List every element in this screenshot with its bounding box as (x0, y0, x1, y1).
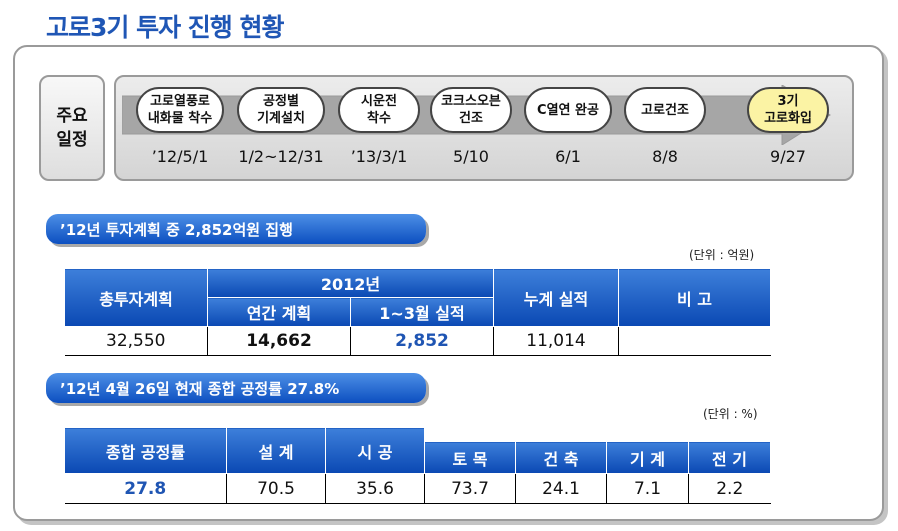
milestone-date-7: 9/27 (770, 147, 806, 166)
header-cumulative: 누계 실적 (493, 268, 620, 327)
cell-annual-plan: 14,662 (207, 326, 351, 356)
milestone-2: 공정별 기계설치 (237, 87, 325, 133)
milestone-date-5: 6/1 (555, 147, 581, 166)
cell-design: 70.5 (226, 473, 326, 504)
cell-construction: 35.6 (325, 473, 425, 504)
header-year: 2012년 (206, 268, 495, 298)
cell-cumulative: 11,014 (493, 326, 619, 356)
milestone-4: 코크스오븐 건조 (430, 87, 512, 133)
cell-total-plan: 32,550 (64, 326, 208, 356)
cell-civil: 73.7 (424, 473, 516, 504)
cell-remark (618, 326, 771, 356)
cell-overall: 27.8 (64, 473, 227, 504)
milestone-date-2: 1/2~12/31 (238, 147, 324, 166)
progress-heading: ’12년 4월 26일 현재 종합 공정률 27.8% (46, 373, 426, 403)
cell-building: 24.1 (515, 473, 607, 504)
schedule-label: 주요 일정 (39, 75, 105, 181)
header-design: 설 계 (226, 427, 326, 474)
header-total-plan: 총투자계획 (64, 268, 208, 327)
header-annual-plan: 연간 계획 (207, 297, 351, 327)
milestone-1: 고로열풍로 내화물 착수 (136, 87, 224, 133)
header-construction: 시 공 (325, 427, 425, 474)
header-gap (424, 427, 771, 442)
progress-unit: (단위 : %) (703, 407, 758, 421)
milestone-7: 3기 고로화입 (747, 87, 829, 133)
header-mechanical: 기 계 (606, 441, 689, 474)
page-title: 고로3기 투자 진행 현황 (46, 13, 285, 42)
cell-mechanical: 7.1 (606, 473, 689, 504)
milestone-3: 시운전 착수 (338, 87, 420, 133)
cell-electrical: 2.2 (688, 473, 771, 504)
investment-unit: (단위 : 억원) (689, 248, 755, 262)
milestone-date-1: ’12/5/1 (151, 147, 209, 166)
header-overall: 종합 공정률 (64, 427, 227, 474)
header-electrical: 전 기 (688, 441, 771, 474)
investment-table: 총투자계획 2012년 누계 실적 비 고 연간 계획 1~3월 실적 32,5… (64, 268, 772, 356)
milestone-date-4: 5/10 (453, 147, 489, 166)
milestone-date-6: 8/8 (652, 147, 678, 166)
cell-q1-result: 2,852 (349, 326, 494, 356)
milestone-6: 고로건조 (624, 87, 706, 133)
header-remark: 비 고 (618, 268, 772, 327)
milestone-date-3: ’13/3/1 (350, 147, 408, 166)
header-building: 건 축 (515, 441, 607, 474)
header-civil: 토 목 (424, 441, 516, 474)
milestone-5: C열연 완공 (524, 87, 612, 133)
investment-heading: ’12년 투자계획 중 2,852억원 집행 (46, 214, 426, 244)
progress-table: 종합 공정률 설 계 시 공 토 목 건 축 기 계 전 기 27.8 70.5… (64, 427, 771, 504)
header-q1-result: 1~3월 실적 (349, 297, 495, 327)
